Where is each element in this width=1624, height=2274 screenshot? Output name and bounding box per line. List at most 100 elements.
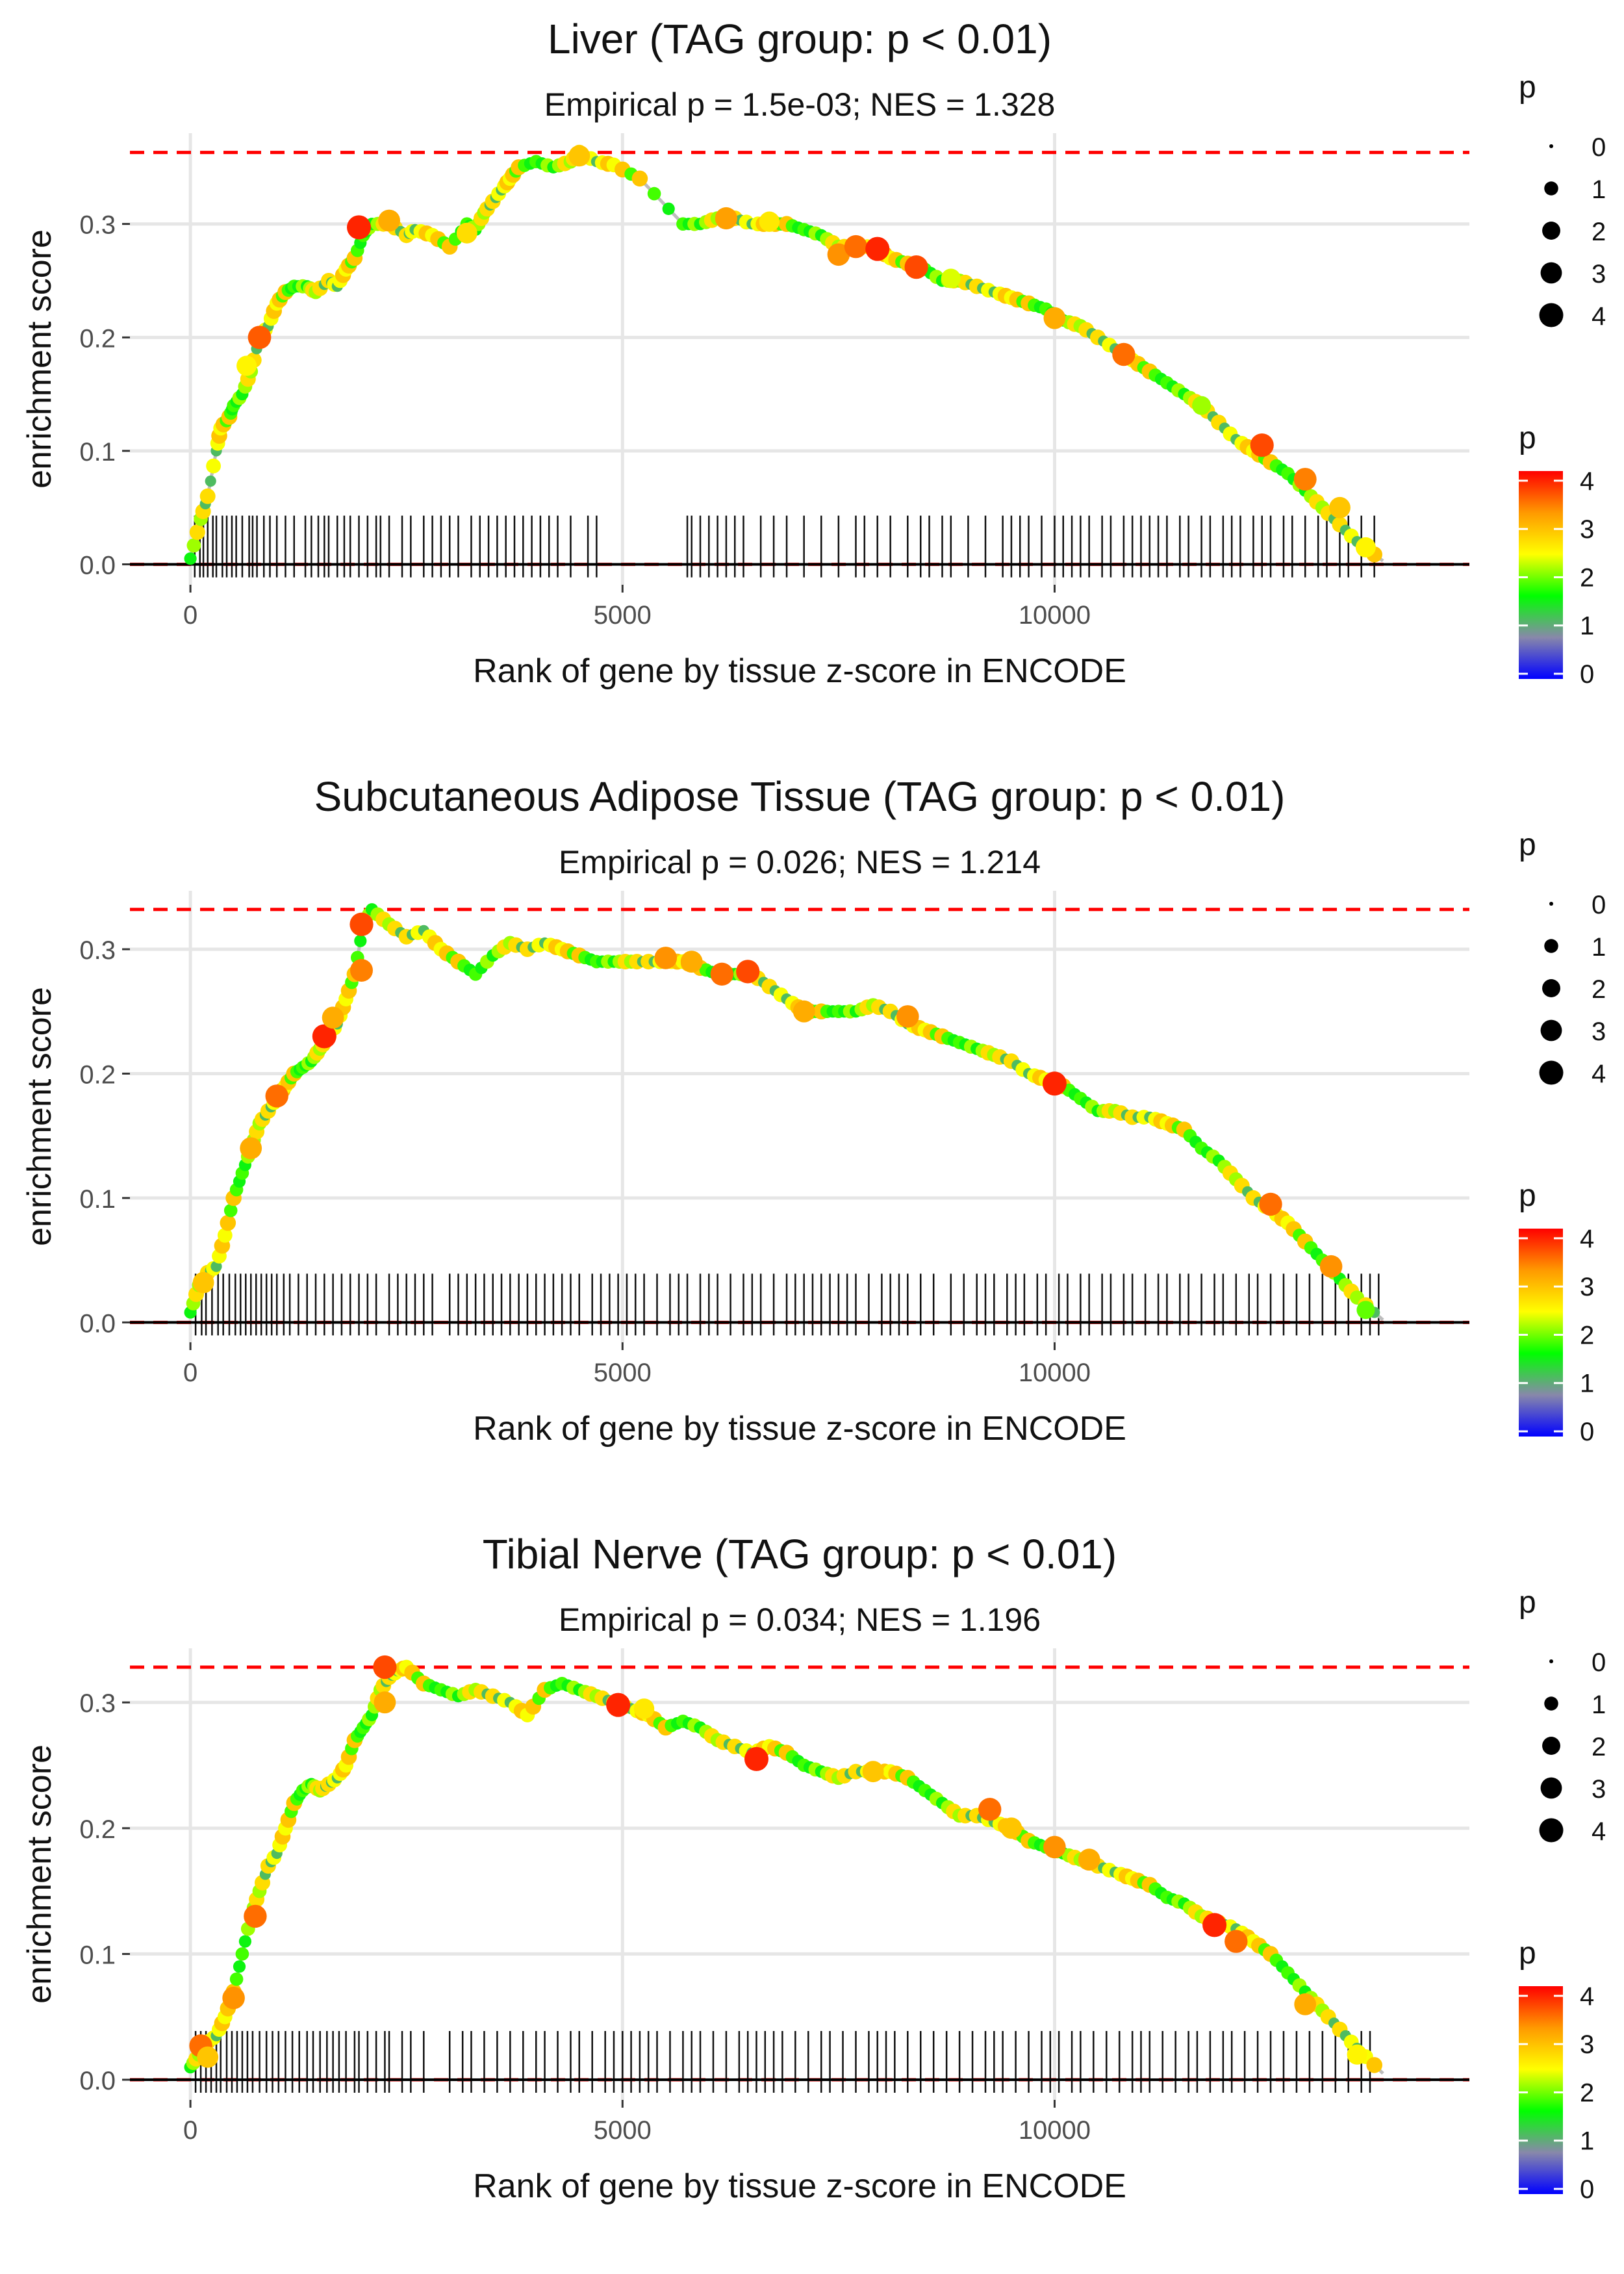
size-legend-label: 1 (1592, 1691, 1606, 1719)
data-point (1043, 1835, 1066, 1859)
y-tick-label: 0.0 (79, 2067, 116, 2095)
data-point (606, 1693, 631, 1717)
curve-point (220, 1214, 236, 1231)
data-point (896, 1005, 919, 1028)
size-legend-label: 0 (1592, 891, 1606, 919)
size-legend-label: 0 (1592, 1648, 1606, 1677)
data-point (1355, 537, 1376, 557)
y-tick-label: 0.1 (79, 1941, 116, 1969)
data-point (1043, 307, 1066, 329)
data-point (1259, 1192, 1282, 1216)
size-legend-dot (1544, 939, 1558, 953)
colorbar (1519, 1229, 1563, 1437)
data-point (1000, 1817, 1022, 1839)
colorbar-label: 2 (1580, 563, 1594, 592)
data-point (1293, 468, 1317, 491)
data-point (1112, 342, 1136, 366)
data-point (844, 235, 868, 259)
data-point (759, 211, 780, 232)
data-point (865, 236, 890, 261)
size-legend-label: 3 (1592, 260, 1606, 288)
data-point (197, 2046, 219, 2068)
chart-title: Subcutaneous Adipose Tissue (TAG group: … (314, 773, 1286, 820)
chart-panel-subcutaneous-adipose: Subcutaneous Adipose Tissue (TAG group: … (0, 758, 1624, 1515)
curve-point (186, 538, 201, 553)
colorbar (1519, 1986, 1563, 2194)
curve-point (354, 934, 367, 947)
curve-point (199, 488, 216, 504)
size-legend-title: p (1519, 828, 1536, 862)
size-legend-title: p (1519, 70, 1536, 105)
data-point (244, 1904, 267, 1928)
y-tick-label: 0.3 (79, 1689, 116, 1718)
y-axis-title: enrichment score (21, 1744, 58, 2004)
size-legend-dot (1542, 979, 1560, 997)
x-tick-label: 0 (183, 2116, 197, 2145)
x-tick-label: 0 (183, 601, 197, 630)
data-point (222, 1986, 245, 2010)
data-point (322, 1006, 344, 1029)
curve-point (229, 1972, 244, 1986)
data-point (373, 1655, 397, 1680)
size-legend-dot (1549, 1659, 1553, 1663)
colorbar-label: 4 (1580, 467, 1594, 496)
chart-subtitle: Empirical p = 0.034; NES = 1.196 (559, 1602, 1041, 1638)
chart-title: Liver (TAG group: p < 0.01) (548, 16, 1052, 62)
y-tick-label: 0.3 (79, 211, 116, 240)
data-point (904, 255, 928, 279)
curve-point (210, 1260, 222, 1272)
x-axis-title: Rank of gene by tissue z-score in ENCODE (473, 1410, 1126, 1448)
data-point (350, 959, 373, 982)
data-point (793, 1000, 815, 1023)
chart-liver: Liver (TAG group: p < 0.01) Empirical p =… (21, 16, 1606, 690)
size-legend-label: 3 (1592, 1017, 1606, 1046)
x-tick-label: 5000 (594, 601, 652, 630)
size-legend-title: p (1519, 1585, 1536, 1620)
y-axis-title: enrichment score (21, 987, 58, 1246)
curve-point (235, 1947, 249, 1961)
size-legend-label: 1 (1592, 175, 1606, 204)
size-legend-dot (1544, 181, 1558, 196)
chart-subcutaneous-adipose: Subcutaneous Adipose Tissue (TAG group: … (21, 773, 1606, 1448)
data-point (1250, 433, 1274, 457)
data-point (941, 268, 961, 288)
size-legend-label: 2 (1592, 218, 1606, 246)
y-axis-title: enrichment score (21, 229, 58, 489)
size-legend-dot (1540, 1019, 1562, 1041)
data-point (978, 1798, 1002, 1821)
data-point (1192, 396, 1212, 415)
data-point (633, 1698, 655, 1719)
x-axis-title: Rank of gene by tissue z-score in ENCODE (473, 2167, 1126, 2205)
curve-point (184, 552, 197, 565)
data-point (1356, 1301, 1375, 1320)
colorbar-label: 3 (1580, 1273, 1594, 1301)
data-point (1224, 1930, 1248, 1953)
size-legend-label: 4 (1592, 302, 1606, 331)
chart-subtitle: Empirical p = 1.5e-03; NES = 1.328 (544, 86, 1056, 123)
colorbar-label: 4 (1580, 1225, 1594, 1253)
color-legend-title: p (1519, 1936, 1536, 1971)
size-legend-label: 4 (1592, 1817, 1606, 1846)
curve-point (206, 458, 221, 474)
data-point (1319, 1255, 1343, 1278)
curve-point (189, 524, 205, 541)
curve-point (205, 475, 216, 487)
colorbar-label: 3 (1580, 515, 1594, 544)
data-point (265, 1084, 288, 1108)
data-point (378, 209, 400, 232)
size-legend-label: 0 (1592, 133, 1606, 162)
colorbar-label: 1 (1580, 1370, 1594, 1398)
size-legend-dot (1540, 1777, 1562, 1799)
color-legend-title: p (1519, 421, 1536, 455)
data-point (240, 1137, 262, 1160)
data-point (456, 222, 477, 244)
y-tick-label: 0.0 (79, 1309, 116, 1338)
y-tick-label: 0.2 (79, 1060, 116, 1089)
size-legend-label: 4 (1592, 1060, 1606, 1088)
size-legend-dot (1539, 1818, 1564, 1843)
colorbar-label: 1 (1580, 612, 1594, 641)
x-axis-title: Rank of gene by tissue z-score in ENCODE (473, 652, 1126, 690)
data-point (374, 1691, 396, 1714)
data-point (568, 145, 590, 167)
size-legend-dot (1540, 262, 1562, 284)
